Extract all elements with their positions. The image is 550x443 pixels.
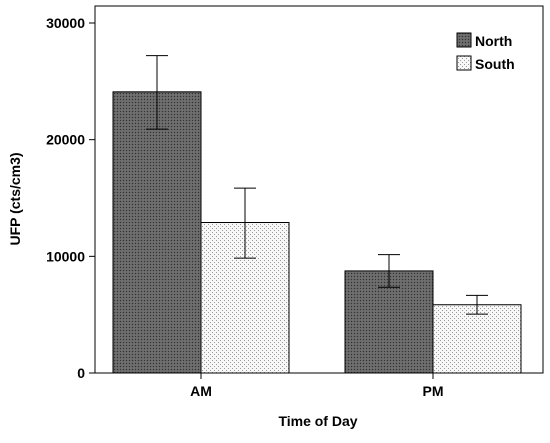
y-axis-title: UFP (cts/cm3) bbox=[7, 152, 23, 245]
bar-south-pm bbox=[432, 304, 522, 374]
legend: North South bbox=[456, 32, 515, 72]
plot-area: 0 10000 20000 30000 AM PM bbox=[46, 5, 544, 399]
x-tick-label-am: AM bbox=[190, 383, 212, 399]
x-axis-title: Time of Day bbox=[278, 413, 357, 429]
x-tick-label-pm: PM bbox=[423, 383, 444, 399]
legend-swatch-north bbox=[456, 32, 472, 48]
y-tick-label: 0 bbox=[77, 365, 85, 381]
legend-swatch-south bbox=[456, 55, 472, 71]
y-tick-label: 20000 bbox=[46, 132, 85, 148]
y-tick-label: 30000 bbox=[46, 15, 85, 31]
bar-north-pm bbox=[344, 270, 434, 374]
legend-label-south: South bbox=[475, 56, 515, 72]
y-tick-label: 10000 bbox=[46, 248, 85, 264]
legend-label-north: North bbox=[475, 33, 512, 49]
plot-frame bbox=[94, 5, 544, 374]
bar-north-am bbox=[112, 91, 202, 374]
